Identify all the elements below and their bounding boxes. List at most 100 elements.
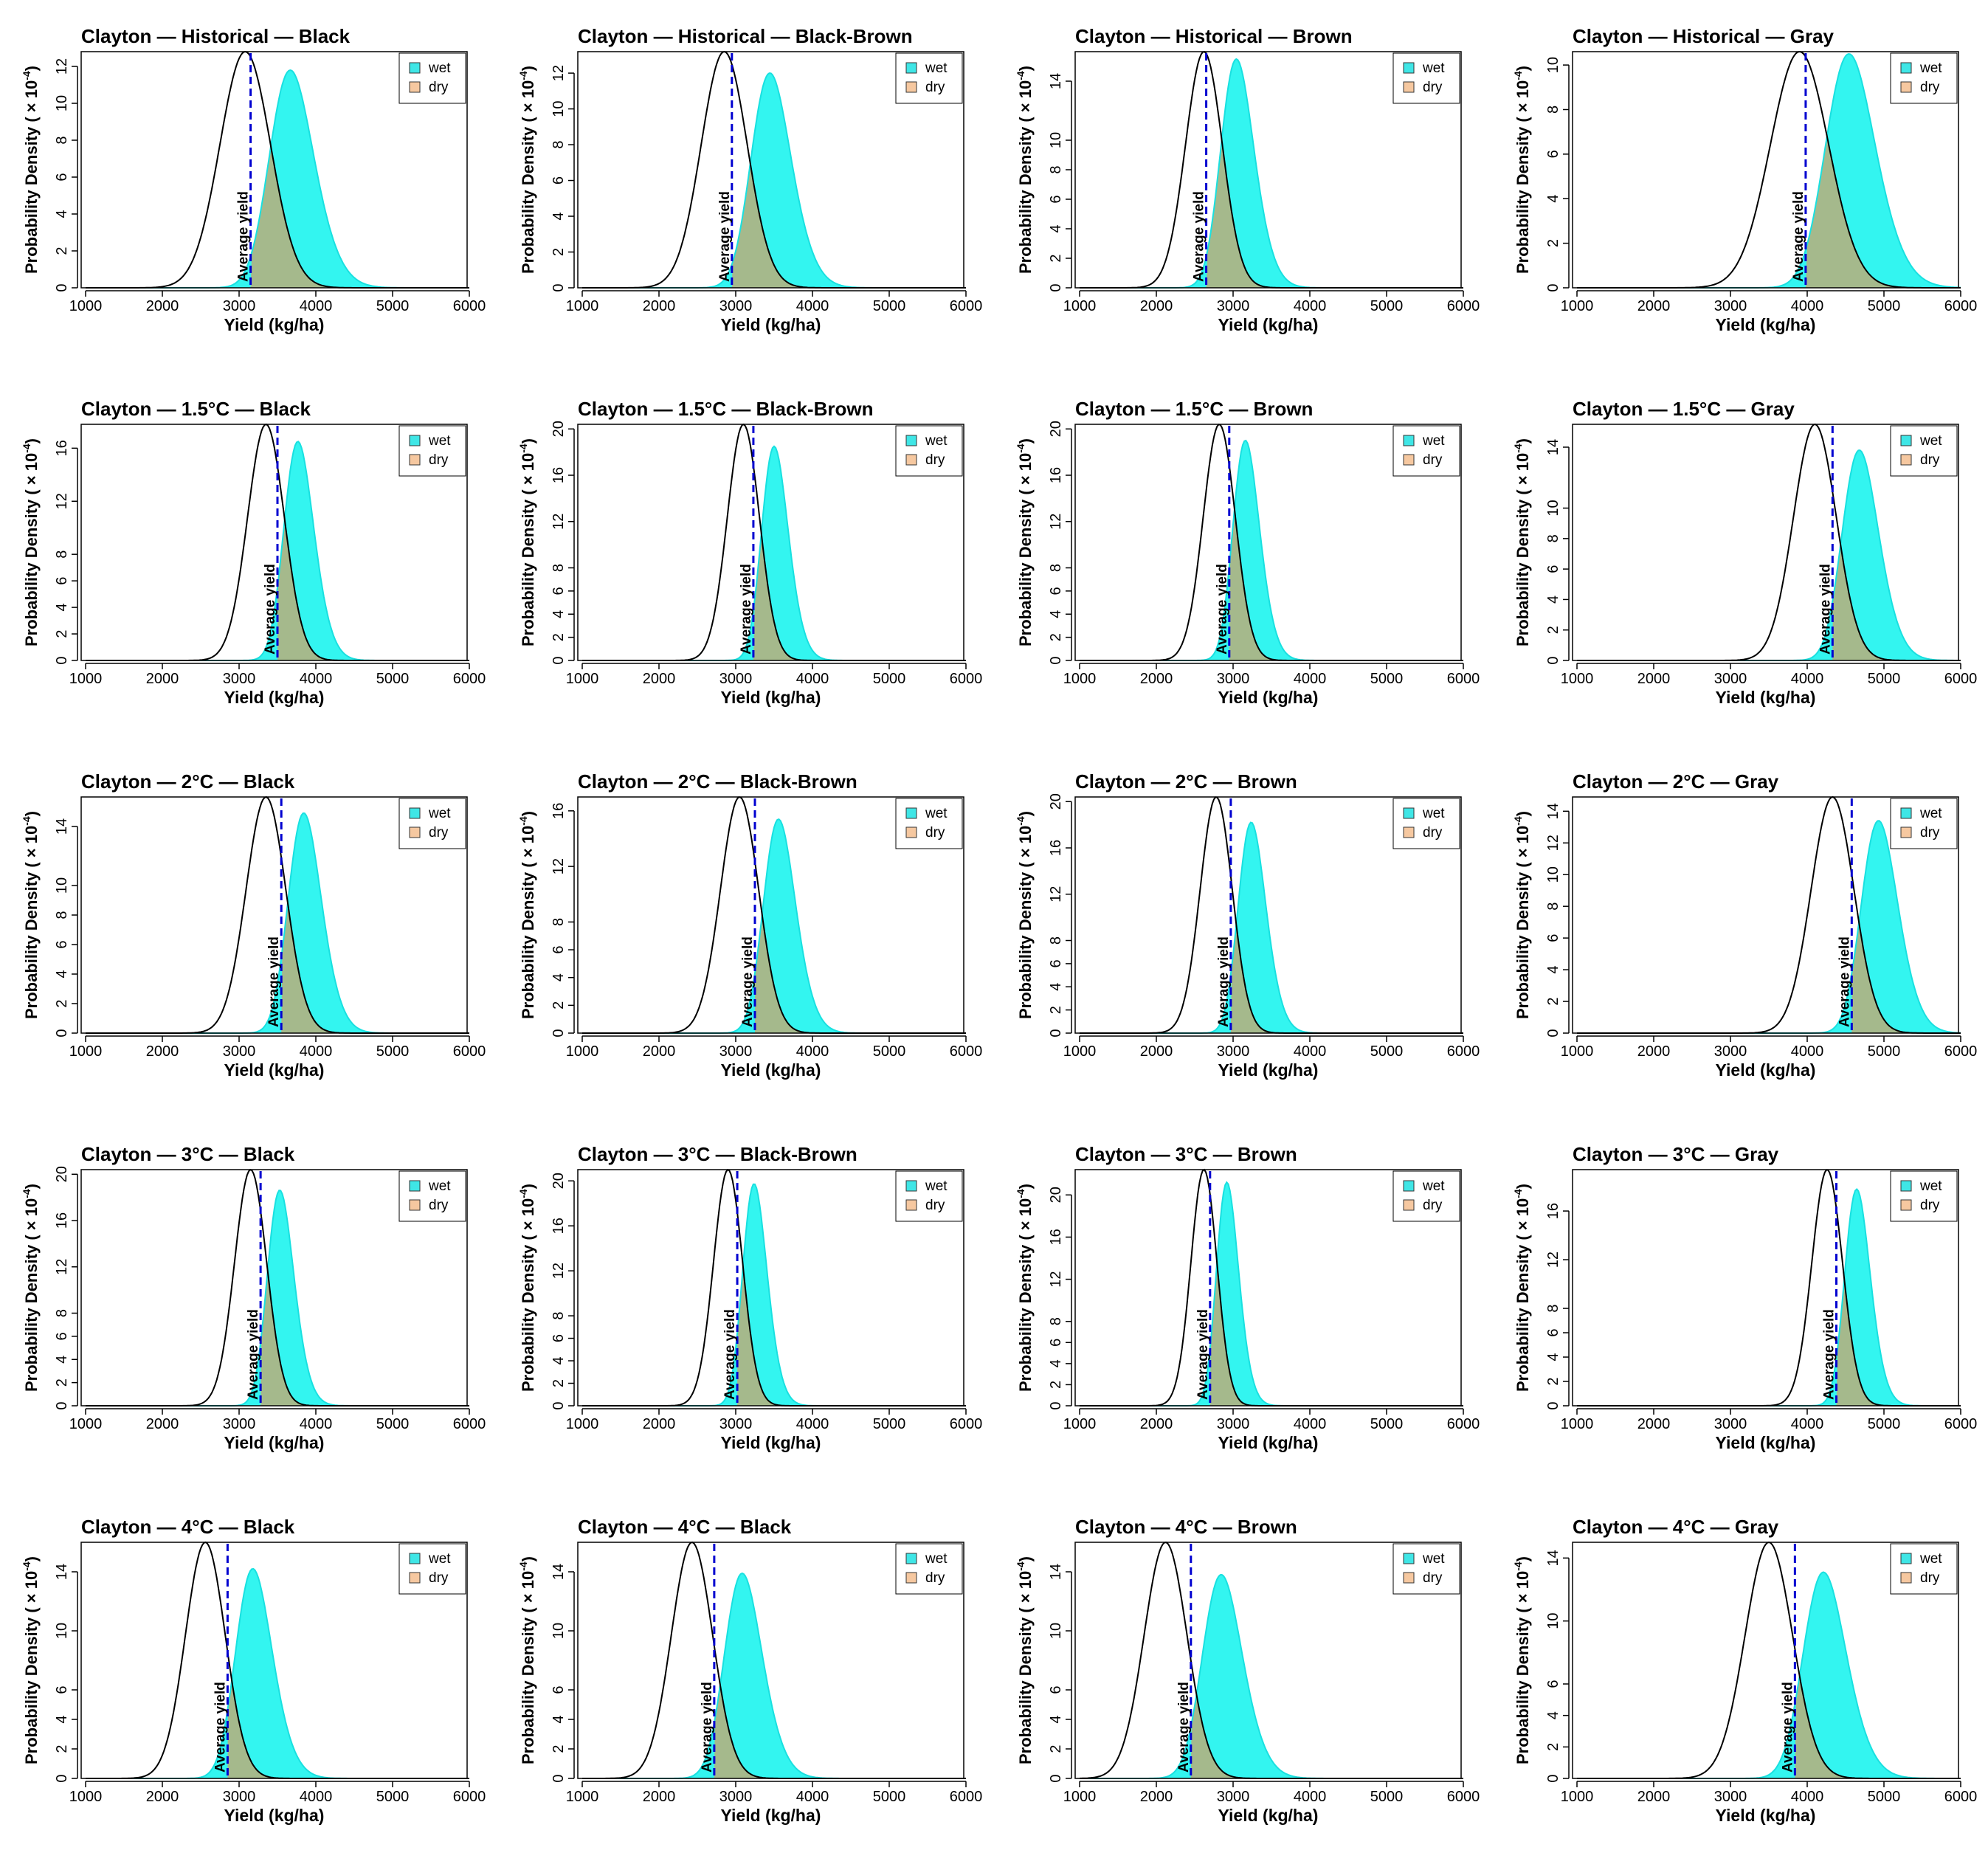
x-tick-label: 4000 <box>1791 1789 1824 1805</box>
chart-panel-12: Average yield 1000 2000 3000 4000 5000 6000 Yie… <box>1512 770 1977 1080</box>
y-tick-label: 0 <box>1048 1029 1064 1037</box>
y-tick-label: 16 <box>551 467 567 483</box>
y-tick-label: 10 <box>1545 866 1561 883</box>
legend-box <box>398 52 466 104</box>
y-axis-label: Probability Density ( × 10-4) <box>1015 811 1035 1019</box>
y-tick-label: 2 <box>1048 1381 1064 1389</box>
legend-label-wet: wet <box>1422 806 1445 821</box>
x-tick-label: 3000 <box>1217 298 1250 314</box>
legend-box <box>1890 1170 1958 1222</box>
y-tick-label: 0 <box>1048 1774 1064 1782</box>
y-axis-label-close: ) <box>1016 811 1035 816</box>
x-tick-label: 2000 <box>1140 671 1173 687</box>
y-tick-label: 4 <box>1545 596 1561 604</box>
wet-area <box>582 1184 966 1406</box>
legend-swatch-wet <box>905 1180 917 1192</box>
y-tick-label: 0 <box>1545 1029 1561 1037</box>
y-tick-label: 2 <box>551 1379 567 1387</box>
legend-box <box>1392 1543 1460 1595</box>
x-tick-label: 6000 <box>1447 1789 1480 1805</box>
y-axis-label-main: Probability Density ( × 10 <box>22 826 41 1019</box>
legend-swatch-wet <box>1403 1553 1415 1564</box>
legend-label-wet: wet <box>428 1551 451 1567</box>
legend-swatch-wet <box>409 1180 421 1192</box>
x-tick-label: 3000 <box>223 671 256 687</box>
dry-area <box>1795 1678 1961 1778</box>
x-tick-label: 3000 <box>719 1043 753 1060</box>
x-tick-label: 3000 <box>719 1789 753 1805</box>
chart-title: Clayton — Historical — Black-Brown <box>578 25 913 47</box>
dry-area <box>1206 141 1463 288</box>
y-axis-label-main: Probability Density ( × 10 <box>519 1571 537 1764</box>
chart-title: Clayton — 4°C — Brown <box>1075 1516 1297 1538</box>
y-tick-label: 0 <box>551 1401 567 1409</box>
y-tick-label: 8 <box>1545 902 1561 911</box>
legend-box <box>895 798 963 849</box>
y-tick-label: 12 <box>1048 886 1064 902</box>
dry-area <box>1851 927 1961 1033</box>
x-tick-label: 5000 <box>376 671 410 687</box>
dry-area <box>1190 1696 1463 1778</box>
y-tick-label: 0 <box>1545 1401 1561 1409</box>
x-tick-label: 1000 <box>566 671 599 687</box>
x-tick-label: 2000 <box>643 298 676 314</box>
x-axis-label: Yield (kg/ha) <box>1716 1433 1816 1452</box>
y-tick-label: 16 <box>551 1218 567 1234</box>
y-tick-label: 0 <box>54 656 70 664</box>
chart-title: Clayton — 4°C — Black <box>81 1516 295 1538</box>
y-axis-label-main: Probability Density ( × 10 <box>519 80 537 274</box>
x-tick-label: 1000 <box>1561 1789 1594 1805</box>
y-tick-label: 4 <box>551 212 567 220</box>
y-tick-label: 12 <box>54 58 70 75</box>
y-tick-label: 20 <box>54 1166 70 1182</box>
x-tick-label: 1000 <box>1561 671 1594 687</box>
y-axis-label: Probability Density ( × 10-4) <box>1015 1556 1035 1764</box>
x-tick-label: 3000 <box>719 671 753 687</box>
plot-frame <box>1572 1169 1959 1407</box>
y-tick-label: 20 <box>1048 793 1064 810</box>
legend-swatch-dry <box>409 826 421 838</box>
y-tick-label: 8 <box>1545 106 1561 114</box>
y-tick-label: 2 <box>1048 633 1064 641</box>
y-tick-label: 6 <box>54 173 70 181</box>
y-axis-label: Probability Density ( × 10-4) <box>1015 1184 1035 1392</box>
x-axis-label: Yield (kg/ha) <box>721 1433 821 1452</box>
legend-label-wet: wet <box>428 61 451 76</box>
x-tick-label: 5000 <box>1868 1043 1901 1060</box>
x-tick-label: 3000 <box>223 298 256 314</box>
legend-label-dry: dry <box>1423 825 1443 841</box>
y-tick-label: 14 <box>54 818 70 835</box>
y-tick-label: 0 <box>551 283 567 291</box>
y-axis-label: Probability Density ( × 10-4) <box>21 438 41 646</box>
x-tick-label: 1000 <box>1063 1789 1097 1805</box>
y-tick-label: 2 <box>1545 1377 1561 1385</box>
wet-area <box>1080 822 1463 1033</box>
dry-area <box>250 147 469 288</box>
y-tick-label: 16 <box>54 1212 70 1229</box>
y-tick-label: 8 <box>1545 1304 1561 1312</box>
x-axis-label: Yield (kg/ha) <box>1218 688 1319 707</box>
legend-swatch-wet <box>1900 1553 1912 1564</box>
x-tick-label: 4000 <box>300 671 333 687</box>
chart-panel-13: Average yield 1000 2000 3000 4000 5000 6000 Yie… <box>21 1143 486 1452</box>
legend-label-wet: wet <box>925 806 948 821</box>
x-tick-label: 6000 <box>950 1416 983 1432</box>
y-tick-label: 2 <box>1048 254 1064 262</box>
legend-label-wet: wet <box>428 1178 451 1194</box>
y-axis-label-exponent: -4 <box>1015 443 1026 453</box>
legend-label-dry: dry <box>1920 80 1940 95</box>
x-tick-label: 2000 <box>146 671 179 687</box>
legend-label-wet: wet <box>1919 806 1942 821</box>
x-tick-label: 2000 <box>1637 1789 1671 1805</box>
x-axis-label: Yield (kg/ha) <box>721 688 821 707</box>
chart-title: Clayton — 1.5°C — Black <box>81 398 311 420</box>
y-axis-label-main: Probability Density ( × 10 <box>519 453 537 646</box>
y-tick-label: 16 <box>1048 840 1064 856</box>
y-tick-label: 0 <box>1048 656 1064 664</box>
y-tick-label: 4 <box>551 1356 567 1364</box>
legend-label-wet: wet <box>428 433 451 449</box>
y-tick-label: 6 <box>551 176 567 184</box>
legend-swatch-wet <box>409 1553 421 1564</box>
legend-swatch-wet <box>905 807 917 819</box>
y-tick-label: 6 <box>1545 150 1561 158</box>
